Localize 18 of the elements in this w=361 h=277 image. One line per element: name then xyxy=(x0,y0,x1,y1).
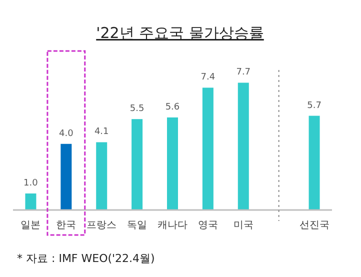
x-tick-label: 미국 xyxy=(233,220,254,231)
x-tick-label: 영국 xyxy=(198,220,218,231)
x-tick-label: 한국 xyxy=(56,220,76,231)
data-label: 4.1 xyxy=(94,127,109,138)
x-tick-label: 독일 xyxy=(127,220,148,231)
data-label: 5.6 xyxy=(165,102,180,112)
data-label: 7.7 xyxy=(236,68,251,78)
x-tick-label: 선진국 xyxy=(299,220,330,231)
x-tick-label: 프랑스 xyxy=(86,220,117,231)
text: * 자료 : IMF WEO('22.4월) xyxy=(17,252,155,265)
x-tick-label: 일본 xyxy=(20,220,41,231)
data-label: 5.5 xyxy=(130,104,144,114)
data-label: 5.7 xyxy=(307,100,322,111)
title: '22년 주요국 물가상승률 xyxy=(96,24,264,42)
data-label: 7.4 xyxy=(200,72,216,83)
data-label: 4.0 xyxy=(59,128,74,139)
data-label: 1.0 xyxy=(24,178,38,188)
x-tick-label: 캐나다 xyxy=(158,220,188,231)
